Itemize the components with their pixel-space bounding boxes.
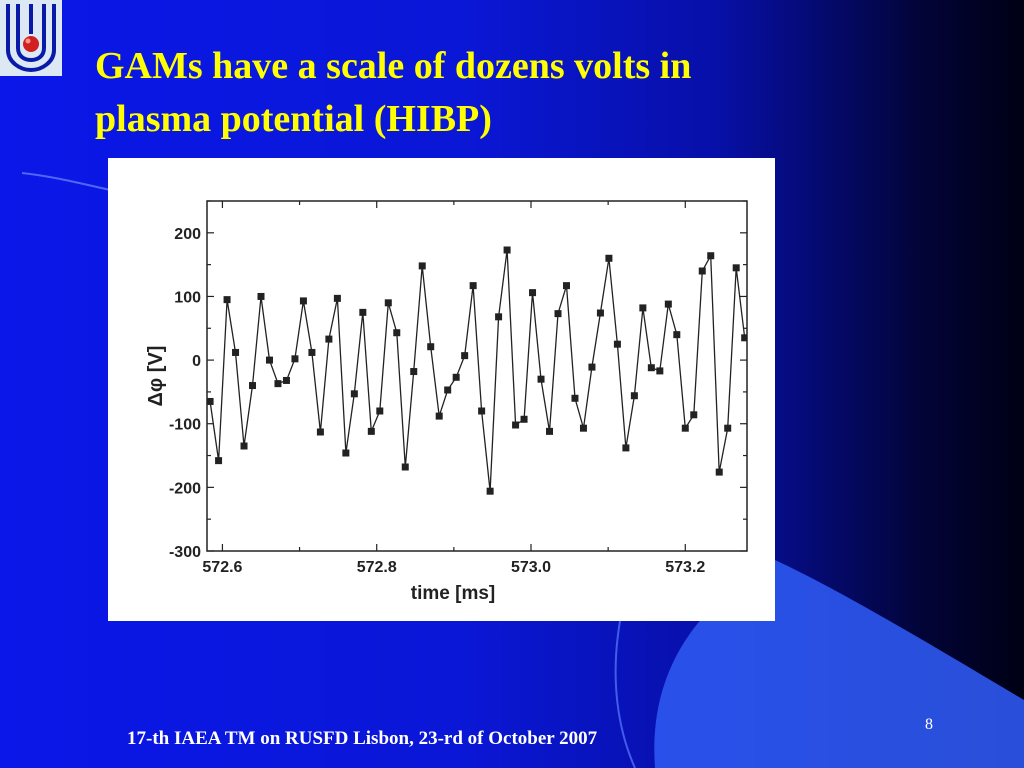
x-tick-label: 573.2: [665, 559, 705, 576]
data-point: [308, 348, 316, 356]
data-point: [639, 304, 647, 312]
title-line-1: GAMs have a scale of dozens volts in: [95, 45, 692, 87]
data-point: [495, 313, 503, 321]
data-point: [732, 264, 740, 272]
data-point: [546, 427, 554, 435]
slide-number: 8: [925, 716, 933, 733]
data-point: [282, 376, 290, 384]
chart-panel: 200 100 0 -100 -200 -300 572.6 572.8 573.0 573.2 …: [108, 158, 775, 621]
y-tick-label: 0: [192, 353, 201, 370]
data-point: [622, 444, 630, 452]
data-point: [207, 397, 214, 405]
data-point: [512, 421, 520, 429]
data-point: [435, 412, 443, 420]
data-point: [461, 352, 469, 360]
data-point: [393, 329, 401, 337]
data-point: [630, 392, 638, 400]
data-point: [418, 262, 426, 270]
x-tick-label: 573.0: [511, 559, 551, 576]
data-point: [444, 386, 452, 394]
data-point: [232, 348, 240, 356]
data-point: [707, 252, 715, 260]
data-point: [299, 297, 307, 305]
x-tick-label: 572.8: [357, 559, 397, 576]
data-point: [478, 407, 486, 415]
data-point: [265, 356, 273, 364]
institute-logo-icon: [0, 0, 62, 76]
footer-text: 17-th IAEA TM on RUSFD Lisbon, 23-rd of …: [127, 728, 598, 749]
data-point: [223, 296, 231, 304]
data-point: [427, 343, 435, 351]
data-point: [215, 457, 223, 465]
title-line-2: plasma potential (HIBP): [95, 98, 492, 140]
y-tick-label: 100: [174, 289, 201, 306]
data-point: [316, 428, 324, 436]
data-point: [613, 340, 621, 348]
data-point: [291, 355, 299, 363]
data-point: [274, 380, 282, 388]
data-point: [605, 254, 613, 262]
slide-title: GAMs have a scale of dozens volts in pla…: [95, 40, 855, 146]
data-point: [656, 367, 664, 375]
data-point: [376, 407, 384, 415]
data-point: [359, 308, 367, 316]
y-axis-label: Δφ [V]: [145, 346, 167, 407]
data-point: [486, 487, 494, 495]
y-tick-label: -100: [169, 417, 201, 434]
data-point: [529, 289, 537, 297]
data-point: [673, 331, 681, 339]
data-point: [562, 282, 570, 290]
x-tick-label: 572.6: [202, 559, 242, 576]
data-point: [367, 427, 375, 435]
y-tick-label: -300: [169, 544, 201, 561]
series-1: [207, 246, 747, 495]
y-tick-label: -200: [169, 480, 201, 497]
data-point: [469, 282, 477, 290]
swoosh-curve: [614, 620, 636, 768]
data-point: [249, 382, 257, 390]
data-point: [647, 364, 655, 372]
series-line: [209, 249, 746, 492]
data-point: [342, 449, 350, 457]
data-point: [452, 373, 460, 381]
y-tick-label: 200: [174, 226, 201, 243]
data-point: [554, 310, 562, 318]
data-point: [537, 375, 545, 383]
plot-frame: [206, 200, 748, 552]
data-point: [520, 415, 528, 423]
x-axis-label: time [ms]: [411, 583, 495, 604]
data-point: [410, 368, 418, 376]
data-point: [350, 390, 358, 398]
data-point: [325, 335, 333, 343]
top-swoosh: [21, 172, 111, 191]
data-point: [741, 334, 747, 342]
data-point: [257, 292, 265, 300]
data-point: [681, 424, 689, 432]
data-point: [596, 309, 604, 317]
data-point: [571, 394, 579, 402]
data-point: [664, 300, 672, 308]
data-point: [698, 267, 706, 275]
data-point: [715, 468, 723, 476]
data-point: [588, 363, 596, 371]
data-point: [384, 299, 392, 307]
data-point: [724, 424, 732, 432]
data-point: [579, 424, 587, 432]
data-point: [333, 294, 341, 302]
data-point: [401, 463, 409, 471]
data-point: [690, 411, 698, 419]
data-point: [240, 442, 248, 450]
data-point: [503, 246, 511, 254]
